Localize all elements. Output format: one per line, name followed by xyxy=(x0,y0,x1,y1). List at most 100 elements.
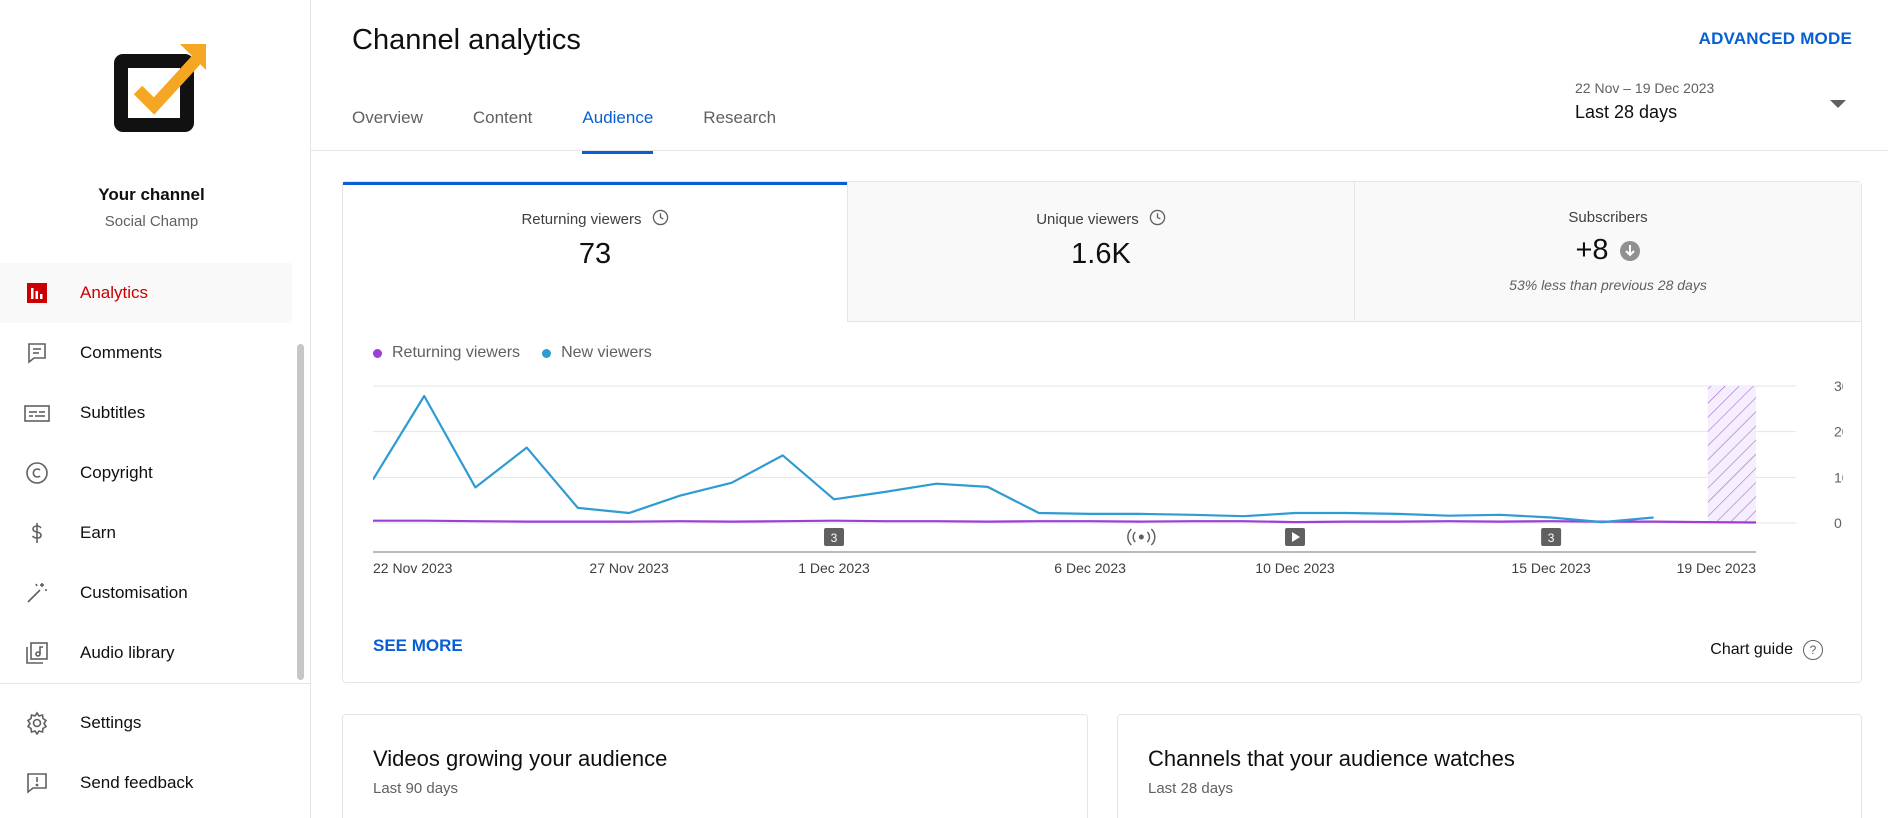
clock-icon xyxy=(1149,209,1166,230)
sidebar-item-label: Subtitles xyxy=(80,403,146,422)
metric-label-row: Subscribers xyxy=(1355,209,1861,226)
analytics-tabs: Overview Content Audience Research xyxy=(352,108,826,154)
page-title: Channel analytics xyxy=(352,24,581,56)
sidebar-item-send-feedback[interactable]: Send feedback xyxy=(0,753,292,813)
audio-library-icon xyxy=(24,640,50,666)
sidebar-item-label: Comments xyxy=(80,343,163,362)
live-icon-wave xyxy=(1146,531,1151,543)
subtitles-icon xyxy=(24,400,50,426)
sidebar-item-copyright[interactable]: Copyright xyxy=(0,443,292,503)
sidebar-item-earn[interactable]: Earn xyxy=(0,503,292,563)
sidebar-item-label: Audio library xyxy=(80,643,175,662)
x-tick-label: 19 Dec 2023 xyxy=(1677,560,1757,576)
sidebar-item-customisation[interactable]: Customisation xyxy=(0,563,292,623)
sidebar-item-label: Settings xyxy=(80,713,142,732)
live-icon xyxy=(1138,534,1144,540)
metric-comparison-note: 53% less than previous 28 days xyxy=(1509,277,1707,293)
channel-logo[interactable] xyxy=(110,42,208,136)
live-icon-wave xyxy=(1127,528,1132,546)
sidebar-item-analytics[interactable]: Analytics xyxy=(0,263,292,323)
sidebar: Your channel Social Champ Analytics Comm… xyxy=(0,0,311,818)
card-title: Channels that your audience watches xyxy=(1148,746,1515,771)
legend-swatch xyxy=(373,348,382,358)
x-tick-label: 22 Nov 2023 xyxy=(373,560,453,576)
metric-separator xyxy=(1354,182,1355,322)
legend-item-new-viewers: New viewers xyxy=(542,344,652,362)
y-tick-label: 100 xyxy=(1834,469,1843,485)
sidebar-item-subtitles[interactable]: Subtitles xyxy=(0,383,292,443)
x-tick-label: 27 Nov 2023 xyxy=(589,560,669,576)
channel-name: Social Champ xyxy=(104,213,199,230)
comments-icon xyxy=(24,340,50,366)
sidebar-item-label: Earn xyxy=(80,523,116,542)
sidebar-item-label: Send feedback xyxy=(80,773,194,792)
annotation-badge xyxy=(824,528,844,546)
header-divider xyxy=(311,150,1888,151)
metric-label: Unique viewers xyxy=(1036,211,1139,228)
sidebar-divider xyxy=(0,683,311,684)
metric-returning-viewers[interactable]: Returning viewers 73 xyxy=(343,182,847,322)
sidebar-nav: Analytics Comments Subtitles Copyright E… xyxy=(0,263,292,683)
sidebar-scrollbar[interactable] xyxy=(297,344,304,680)
audience-line-chart[interactable]: 300 200 100 0 3 3 22 Nov 2023 27 Nov 2023 1 Dec … xyxy=(373,380,1843,620)
date-range-label: Last 28 days xyxy=(1575,102,1678,122)
card-subtitle: Last 90 days xyxy=(373,780,459,797)
card-title: Videos growing your audience xyxy=(373,746,668,771)
analytics-icon xyxy=(24,280,50,306)
date-range-dates: 22 Nov – 19 Dec 2023 xyxy=(1575,80,1715,96)
sidebar-bottom-nav: Settings Send feedback xyxy=(0,693,292,813)
channel-logo-icon xyxy=(114,44,206,132)
annotation-badge-count: 3 xyxy=(831,531,838,545)
metric-label: Returning viewers xyxy=(521,211,642,228)
sidebar-item-audio-library[interactable]: Audio library xyxy=(0,623,292,683)
metric-value-row: +8 xyxy=(1355,234,1861,267)
series-line-new-viewers xyxy=(373,394,1654,524)
date-range-picker[interactable]: 22 Nov – 19 Dec 2023 Last 28 days xyxy=(1575,80,1862,135)
x-tick-label: 10 Dec 2023 xyxy=(1255,560,1335,576)
metric-value: 1.6K xyxy=(1071,238,1131,270)
tab-audience[interactable]: Audience xyxy=(582,108,653,154)
sidebar-item-settings[interactable]: Settings xyxy=(0,693,292,753)
advanced-mode-button[interactable]: ADVANCED MODE xyxy=(1698,29,1852,48)
feedback-icon xyxy=(24,770,50,796)
metric-unique-viewers[interactable]: Unique viewers 1.6K xyxy=(848,182,1354,322)
chart-guide-button[interactable]: Chart guide ? xyxy=(1710,640,1823,660)
sidebar-item-label: Customisation xyxy=(80,583,188,602)
card-subtitle: Last 28 days xyxy=(1148,780,1234,797)
legend-swatch xyxy=(542,348,552,358)
play-icon-triangle xyxy=(1292,532,1300,542)
annotation-badge-count: 3 xyxy=(1548,531,1555,545)
metric-value: 73 xyxy=(578,238,612,270)
sidebar-item-comments[interactable]: Comments xyxy=(0,323,292,383)
caret-down-icon xyxy=(1830,100,1846,108)
metric-subscribers[interactable]: Subscribers +8 53% less than previous 28… xyxy=(1355,182,1861,322)
live-icon-wave xyxy=(1150,528,1156,546)
y-tick-label: 200 xyxy=(1834,424,1843,440)
metric-value: +8 xyxy=(1575,234,1609,266)
legend-item-returning-viewers: Returning viewers xyxy=(373,344,520,362)
sidebar-item-label: Analytics xyxy=(80,283,149,302)
tab-overview[interactable]: Overview xyxy=(352,108,423,127)
help-icon: ? xyxy=(1803,640,1823,660)
clock-icon xyxy=(652,209,669,230)
copyright-icon xyxy=(24,460,50,486)
legend-label: Returning viewers xyxy=(392,344,521,361)
x-tick-label: 1 Dec 2023 xyxy=(798,560,870,576)
metric-label-row: Unique viewers xyxy=(848,209,1354,230)
metric-label-row: Returning viewers xyxy=(343,209,847,230)
y-tick-label: 300 xyxy=(1834,380,1843,394)
metric-separator xyxy=(847,182,848,322)
legend-label: New viewers xyxy=(561,344,652,361)
channels-audience-watches-card: Channels that your audience watches Last… xyxy=(1117,714,1862,818)
tab-research[interactable]: Research xyxy=(703,108,777,127)
x-tick-label: 6 Dec 2023 xyxy=(1054,560,1126,576)
arrow-down-circle-icon xyxy=(1619,240,1641,262)
tab-content[interactable]: Content xyxy=(472,108,533,127)
magic-wand-icon xyxy=(24,580,50,606)
gear-icon xyxy=(24,710,50,736)
sidebar-item-label: Copyright xyxy=(80,463,153,482)
videos-growing-audience-card: Videos growing your audience Last 90 day… xyxy=(342,714,1088,818)
incomplete-data-region xyxy=(1707,386,1756,523)
see-more-button[interactable]: SEE MORE xyxy=(373,636,463,655)
dollar-icon xyxy=(24,520,50,546)
